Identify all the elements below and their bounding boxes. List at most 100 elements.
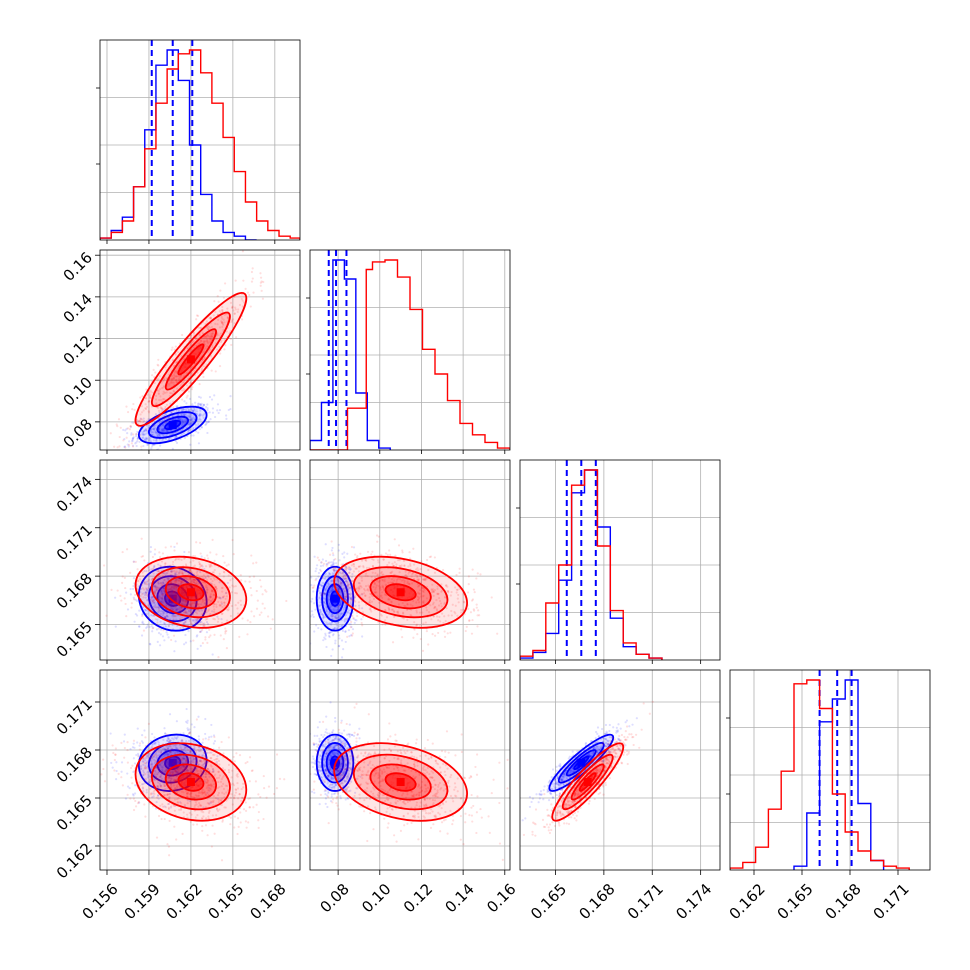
scatter-point — [151, 627, 154, 630]
scatter-point — [200, 340, 203, 343]
scatter-point — [195, 314, 199, 317]
scatter-point — [132, 433, 135, 436]
scatter-point — [314, 608, 317, 611]
scatter-point — [146, 595, 150, 598]
scatter-point — [175, 618, 178, 621]
scatter-point — [159, 564, 162, 567]
scatter-point — [212, 610, 216, 613]
scatter-point — [178, 579, 181, 582]
scatter-point — [192, 434, 195, 437]
scatter-point — [194, 578, 197, 581]
scatter-point — [119, 426, 122, 429]
scatter-point — [208, 565, 211, 569]
scatter-point — [162, 392, 165, 395]
scatter-point — [164, 366, 167, 369]
scatter-point — [135, 441, 138, 444]
scatter-point — [198, 382, 201, 386]
scatter-point — [176, 404, 179, 408]
scatter-point — [331, 615, 334, 618]
scatter-point — [159, 582, 163, 585]
scatter-point — [191, 420, 195, 423]
scatter-point — [185, 707, 188, 711]
scatter-point — [169, 437, 172, 440]
scatter-point — [192, 619, 195, 622]
scatter-point — [151, 443, 154, 447]
scatter-point — [343, 604, 347, 607]
scatter-point — [443, 635, 447, 638]
scatter-point — [334, 558, 337, 561]
scatter-point — [199, 339, 203, 342]
scatter-point — [167, 624, 170, 627]
scatter-point — [380, 553, 383, 556]
scatter-point — [197, 403, 200, 406]
scatter-point — [161, 601, 164, 604]
panel-frame — [729, 669, 931, 871]
scatter-point — [324, 559, 328, 563]
scatter-point — [149, 545, 153, 549]
scatter-point — [182, 422, 186, 425]
scatter-point — [142, 433, 146, 436]
scatter-point — [170, 585, 173, 588]
scatter-point — [194, 555, 197, 558]
scatter-point — [184, 611, 187, 614]
scatter-point — [171, 392, 174, 395]
scatter-point — [175, 585, 178, 588]
scatter-point — [189, 443, 192, 446]
scatter-point — [144, 407, 148, 411]
scatter-point — [171, 378, 174, 381]
scatter-point — [381, 623, 384, 626]
scatter-point — [321, 576, 325, 579]
scatter-point — [315, 564, 319, 567]
scatter-point — [397, 544, 401, 547]
scatter-point — [338, 583, 342, 586]
scatter-point — [142, 433, 145, 437]
scatter-point — [349, 592, 352, 595]
scatter-point — [320, 561, 323, 564]
scatter-point — [150, 625, 153, 628]
scatter-point — [147, 410, 150, 413]
scatter-point — [182, 387, 185, 390]
scatter-point — [94, 613, 96, 615]
scatter-point — [180, 608, 183, 611]
scatter-point — [126, 410, 130, 414]
scatter-point — [118, 445, 121, 448]
scatter-point — [196, 573, 199, 577]
scatter-point — [157, 627, 161, 630]
scatter-point — [129, 571, 132, 575]
scatter-point — [194, 401, 197, 404]
scatter-point — [325, 608, 328, 611]
scatter-point — [164, 429, 167, 432]
scatter-point — [195, 360, 198, 363]
scatter-point — [157, 608, 160, 611]
scatter-point — [220, 612, 223, 616]
scatter-point — [223, 601, 226, 604]
scatter-point — [170, 601, 174, 604]
scatter-point — [175, 375, 178, 378]
scatter-point — [133, 593, 137, 596]
scatter-point — [170, 411, 173, 414]
scatter-point — [416, 633, 419, 636]
scatter-point — [142, 622, 145, 625]
scatter-point — [146, 598, 149, 602]
scatter-point — [175, 579, 178, 583]
scatter-point — [206, 588, 209, 591]
scatter-point — [192, 426, 195, 430]
scatter-point — [185, 610, 188, 614]
scatter-point — [176, 430, 179, 434]
panel-frame — [99, 249, 301, 451]
scatter-point — [208, 411, 211, 414]
density-peak-red — [186, 588, 195, 597]
scatter-point — [207, 420, 210, 423]
scatter-point — [179, 609, 182, 612]
scatter-point — [169, 582, 172, 585]
scatter-point — [91, 463, 93, 465]
scatter-point — [212, 571, 215, 574]
scatter-point — [225, 647, 228, 650]
scatter-point — [183, 600, 186, 603]
scatter-point — [205, 320, 209, 323]
scatter-point — [182, 580, 185, 583]
scatter-point — [171, 570, 174, 573]
scatter-point — [182, 420, 185, 423]
scatter-point — [211, 653, 214, 656]
scatter-point — [239, 574, 242, 577]
